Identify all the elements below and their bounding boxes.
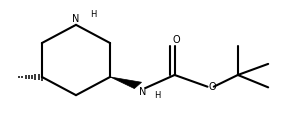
Text: H: H xyxy=(154,91,161,100)
Polygon shape xyxy=(110,77,142,89)
Text: N: N xyxy=(72,14,80,24)
Text: H: H xyxy=(90,10,96,19)
Text: O: O xyxy=(172,35,180,45)
Text: O: O xyxy=(209,82,217,92)
Text: N: N xyxy=(139,87,147,97)
